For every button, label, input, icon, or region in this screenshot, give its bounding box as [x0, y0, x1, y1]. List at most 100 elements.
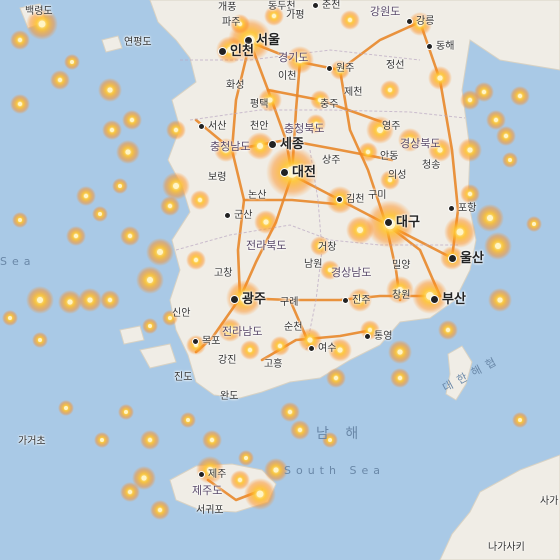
heat-core: [317, 243, 323, 249]
heat-core: [517, 93, 523, 99]
heat-core: [127, 489, 133, 495]
heat-core: [168, 316, 172, 320]
heat-core: [36, 296, 44, 304]
heat-core: [296, 56, 304, 64]
heat-core: [197, 197, 203, 203]
heat-core: [263, 219, 269, 225]
heat-core: [107, 297, 113, 303]
heat-core: [18, 218, 22, 222]
label-wando: 완도: [220, 391, 239, 402]
label-namwon: 남원: [304, 259, 323, 270]
label-jindo: 진도: [174, 372, 193, 383]
heat-core: [256, 142, 264, 150]
heat-core: [317, 97, 323, 103]
heat-core: [146, 276, 154, 284]
label-jeju-do: 제주도: [192, 484, 223, 497]
heat-core: [8, 316, 12, 320]
heat-core: [337, 67, 343, 73]
heat-core: [227, 327, 233, 333]
heat-core: [333, 375, 339, 381]
province-border: [189, 109, 466, 121]
heat-core: [237, 21, 243, 27]
heat-core: [456, 228, 464, 236]
label-yeongju: 영주: [382, 121, 401, 132]
road-line: [238, 173, 294, 300]
heat-core: [173, 127, 179, 133]
label-changwon: 창원: [392, 290, 411, 301]
label-gimcheon: 김천: [336, 194, 364, 206]
heat-core: [100, 438, 104, 442]
heat-core: [365, 149, 371, 155]
label-gapyeong: 가평: [286, 10, 305, 21]
heat-core: [508, 158, 512, 162]
label-gochang: 고창: [214, 268, 233, 279]
heat-core: [445, 327, 451, 333]
heat-core: [148, 324, 152, 328]
heat-core: [256, 490, 264, 498]
label-cheongsong: 청송: [422, 160, 441, 171]
road-line: [230, 40, 252, 300]
heat-core: [407, 137, 413, 143]
label-gaepung: 개풍: [218, 2, 237, 13]
heat-core: [73, 233, 79, 239]
label-sinan: 신안: [172, 308, 191, 319]
heat-core: [277, 343, 283, 349]
heat-core: [57, 77, 63, 83]
label-daegu: 대구: [384, 216, 420, 229]
heat-core: [347, 17, 353, 23]
heat-core: [307, 337, 313, 343]
label-boryeong: 보령: [208, 172, 227, 183]
label-pohang: 포항: [448, 203, 476, 215]
heat-core: [273, 467, 279, 473]
road-line: [242, 198, 338, 206]
heatmap-layer: [2, 6, 542, 520]
heat-core: [157, 507, 163, 513]
heat-core: [107, 87, 113, 93]
label-goheung: 고흥: [264, 359, 283, 370]
heat-core: [532, 222, 536, 226]
label-paju: 파주: [222, 17, 241, 28]
heat-core: [503, 133, 509, 139]
heat-core: [367, 327, 373, 333]
heat-core: [467, 191, 473, 197]
label-south-sea-en: South Sea: [284, 464, 385, 477]
label-dongducheon: 동두천: [268, 1, 296, 12]
heat-core: [141, 475, 147, 481]
heat-core: [38, 338, 42, 342]
heat-core: [493, 117, 499, 123]
heat-core: [518, 418, 522, 422]
heat-core: [237, 477, 243, 483]
label-gagi: 사가: [540, 496, 559, 507]
heat-core: [313, 121, 319, 127]
label-gyeonggi: 경기도: [278, 51, 309, 64]
label-donghae: 동해: [426, 41, 454, 53]
label-jeju: 제주: [198, 469, 226, 481]
heat-core: [387, 87, 393, 93]
label-gurye: 구례: [280, 297, 299, 308]
heat-core: [247, 347, 253, 353]
label-jecheon: 제천: [344, 87, 363, 98]
label-gangjin: 강진: [218, 355, 237, 366]
label-tongyeong: 통영: [364, 331, 392, 343]
label-hwaseong: 화성: [226, 80, 245, 91]
heat-core: [147, 437, 153, 443]
label-chungnam: 충청남도: [210, 140, 251, 153]
label-jeongseon: 정선: [386, 60, 405, 71]
label-chungbuk: 충청북도: [284, 122, 325, 135]
heat-core: [17, 101, 23, 107]
heat-core: [437, 147, 443, 153]
label-mokpo: 목포: [192, 336, 220, 348]
heat-core: [486, 214, 494, 222]
label-andong: 안동: [380, 151, 399, 162]
label-gyeongbuk: 경상북도: [400, 137, 441, 150]
heat-core: [70, 60, 74, 64]
heat-core: [397, 349, 403, 355]
heat-core: [337, 347, 343, 353]
land-shape: [139, 343, 177, 369]
province-border: [175, 224, 460, 251]
heat-core: [129, 117, 135, 123]
heat-core: [83, 193, 89, 199]
heat-core: [223, 147, 229, 153]
